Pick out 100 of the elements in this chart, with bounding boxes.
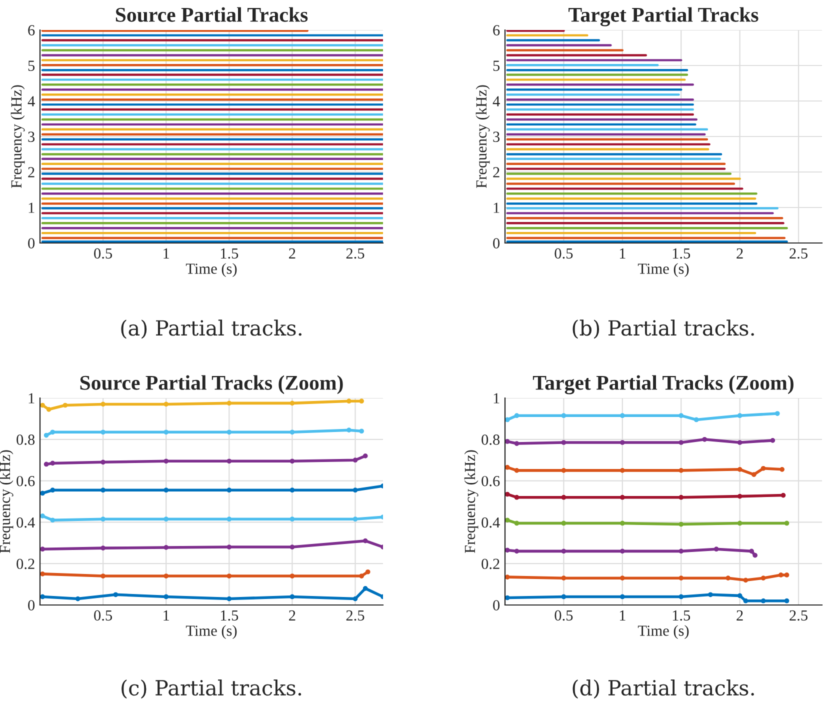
point [164, 545, 169, 550]
point [290, 516, 295, 522]
y-tick-label: 0.8 [482, 434, 500, 445]
point [784, 520, 790, 526]
point [694, 417, 699, 422]
point [100, 516, 106, 522]
x-tick-label: 0.5 [94, 610, 112, 621]
point [346, 428, 352, 433]
point [678, 494, 684, 500]
point [620, 576, 625, 581]
point [620, 548, 625, 554]
y-tick-label: 1 [494, 202, 500, 213]
point [620, 494, 625, 500]
x-tick-label: 2 [289, 610, 296, 620]
point [678, 594, 684, 600]
point [100, 546, 106, 551]
x-tick-label: 1.5 [672, 610, 690, 621]
point [770, 438, 776, 443]
point [760, 466, 766, 471]
point [505, 574, 510, 580]
x-tick-label: 2 [289, 248, 296, 258]
y-tick-label: 0.6 [16, 476, 35, 486]
x-tick-label: 1 [164, 248, 170, 258]
x-tick-label: 0.5 [554, 248, 573, 259]
point [505, 548, 510, 553]
point [780, 466, 785, 472]
point [561, 594, 566, 600]
point [226, 516, 232, 522]
point [561, 468, 566, 473]
point [44, 432, 49, 438]
point [620, 413, 625, 418]
point [290, 488, 295, 493]
point [561, 520, 566, 526]
point [290, 430, 295, 435]
x-tick-label: 1 [620, 610, 626, 620]
point [505, 518, 510, 523]
x-tick-label: 2 [736, 248, 743, 258]
y-tick-label: 0 [28, 238, 35, 248]
point [737, 466, 742, 472]
point [164, 458, 169, 464]
x-tick-label: 1 [620, 248, 626, 258]
y-tick-label: 0 [493, 600, 500, 610]
point [780, 492, 786, 498]
point [714, 546, 719, 552]
point [290, 400, 295, 406]
chart-title: Source Partial Tracks (Zoom) [80, 375, 343, 394]
point [678, 468, 684, 473]
point [620, 468, 625, 473]
point [737, 413, 742, 418]
point [290, 594, 295, 600]
y-tick-label: 5 [493, 60, 500, 71]
point [62, 402, 68, 408]
point [226, 458, 232, 464]
point [561, 413, 566, 418]
point [561, 548, 566, 554]
point [678, 440, 684, 445]
point [708, 592, 713, 598]
x-tick-label: 2.5 [346, 610, 364, 621]
point [100, 460, 106, 465]
point [50, 460, 56, 466]
y-tick-label: 0.8 [16, 434, 35, 445]
point [50, 518, 56, 523]
point [100, 402, 106, 407]
y-tick-label: 4 [492, 96, 500, 106]
point [702, 436, 708, 442]
point [75, 596, 80, 602]
y-tick-label: 0.6 [482, 476, 500, 486]
point [113, 592, 118, 598]
point [678, 522, 684, 527]
point [752, 552, 758, 558]
point [164, 594, 169, 600]
point [362, 586, 368, 591]
point [561, 576, 566, 581]
x-tick-label: 1.5 [220, 248, 238, 259]
y-tick-label: 1 [28, 393, 34, 404]
chart-title: Target Partial Tracks [568, 7, 758, 26]
point [737, 520, 742, 526]
point [40, 572, 45, 576]
y-tick-label: 0.2 [16, 558, 34, 570]
point [726, 576, 731, 581]
y-tick-label: 3 [493, 132, 500, 142]
point [352, 488, 358, 493]
y-tick-label: 6 [493, 25, 500, 36]
point [226, 430, 232, 435]
y-axis-title: Frequency (kHz) [464, 450, 478, 554]
point [359, 398, 364, 404]
x-tick-label: 2.5 [790, 248, 808, 259]
point [346, 398, 352, 404]
point [784, 572, 790, 578]
point [50, 430, 56, 435]
point [352, 516, 358, 522]
point [362, 538, 368, 544]
point [40, 546, 45, 552]
point [505, 439, 510, 444]
y-axis-title: Frequency (kHz) [476, 85, 490, 188]
point [40, 490, 45, 496]
y-tick-label: 1 [28, 202, 34, 213]
point [778, 572, 784, 578]
point [40, 402, 45, 408]
x-tick-label: 0.5 [94, 248, 112, 259]
